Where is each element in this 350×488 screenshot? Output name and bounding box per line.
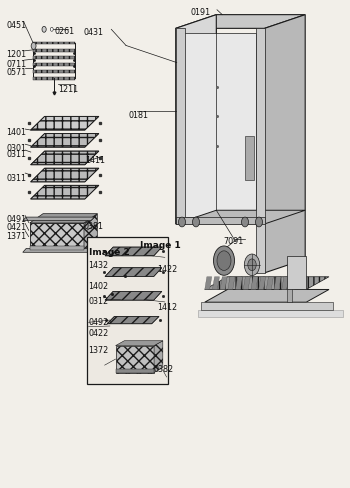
Bar [87, 237, 168, 385]
Circle shape [31, 43, 36, 50]
Polygon shape [205, 277, 212, 290]
Polygon shape [31, 117, 99, 131]
Text: 1371: 1371 [6, 231, 27, 240]
Text: 0382: 0382 [153, 364, 174, 373]
Text: 0311: 0311 [6, 173, 26, 182]
Polygon shape [30, 246, 84, 250]
Polygon shape [116, 341, 163, 346]
Text: 7091: 7091 [223, 236, 244, 245]
Polygon shape [33, 78, 75, 81]
Circle shape [244, 255, 260, 276]
Polygon shape [30, 214, 97, 224]
Polygon shape [33, 49, 75, 52]
Text: 0381: 0381 [83, 222, 103, 231]
Polygon shape [31, 134, 99, 148]
Text: 1411: 1411 [85, 156, 105, 165]
Text: 1432: 1432 [88, 261, 108, 269]
Circle shape [217, 251, 231, 271]
Polygon shape [33, 42, 75, 45]
Text: 0492: 0492 [88, 317, 108, 326]
Text: 0422: 0422 [88, 328, 108, 337]
Polygon shape [265, 16, 305, 273]
Text: 1201: 1201 [6, 50, 27, 59]
Text: 0711: 0711 [6, 60, 27, 68]
Polygon shape [105, 247, 162, 256]
Polygon shape [259, 277, 266, 290]
Text: 1211: 1211 [58, 85, 78, 94]
Polygon shape [220, 277, 227, 290]
Polygon shape [274, 277, 281, 290]
Polygon shape [116, 346, 154, 373]
Text: 0191: 0191 [191, 8, 211, 17]
Polygon shape [198, 310, 343, 317]
Polygon shape [116, 369, 154, 373]
Polygon shape [205, 290, 329, 303]
Circle shape [178, 218, 186, 227]
Polygon shape [31, 152, 99, 165]
Text: 1422: 1422 [158, 264, 178, 273]
Polygon shape [176, 16, 305, 29]
Polygon shape [23, 218, 94, 221]
Polygon shape [176, 16, 216, 224]
Circle shape [241, 218, 248, 227]
Polygon shape [84, 214, 97, 250]
Polygon shape [31, 169, 99, 183]
Polygon shape [181, 34, 256, 217]
Polygon shape [287, 290, 292, 303]
Text: 0301: 0301 [6, 143, 26, 152]
Polygon shape [256, 29, 265, 273]
Polygon shape [33, 57, 75, 60]
Polygon shape [266, 277, 273, 290]
Polygon shape [107, 317, 159, 324]
Polygon shape [201, 303, 332, 310]
Polygon shape [176, 29, 185, 224]
Circle shape [42, 27, 46, 33]
Polygon shape [176, 217, 265, 224]
Circle shape [50, 28, 53, 32]
Text: 0431: 0431 [84, 28, 104, 37]
Polygon shape [205, 277, 329, 290]
Polygon shape [154, 341, 163, 373]
Polygon shape [236, 277, 243, 290]
Polygon shape [287, 256, 306, 290]
Text: 0261: 0261 [54, 27, 74, 36]
Polygon shape [23, 249, 94, 253]
Text: 0571: 0571 [6, 68, 27, 77]
Text: Image 2: Image 2 [89, 247, 130, 256]
Polygon shape [105, 292, 162, 301]
Circle shape [193, 218, 200, 227]
Text: Image 1: Image 1 [140, 240, 181, 249]
Text: 1372: 1372 [88, 346, 108, 354]
Polygon shape [243, 277, 250, 290]
Circle shape [256, 218, 262, 227]
Polygon shape [245, 137, 254, 181]
Polygon shape [33, 63, 75, 66]
Text: 0421: 0421 [6, 223, 27, 232]
Text: 1412: 1412 [158, 302, 177, 311]
Polygon shape [228, 277, 235, 290]
Polygon shape [212, 277, 219, 290]
Polygon shape [33, 71, 75, 74]
Polygon shape [31, 186, 99, 200]
Text: 0451: 0451 [6, 20, 27, 29]
Polygon shape [282, 277, 289, 290]
Circle shape [248, 260, 256, 271]
Text: 1401: 1401 [6, 128, 26, 137]
Polygon shape [176, 211, 305, 224]
Text: 0311: 0311 [6, 150, 26, 159]
Text: 0181: 0181 [128, 111, 148, 120]
Polygon shape [30, 224, 84, 250]
Polygon shape [105, 268, 162, 277]
Text: 0312: 0312 [88, 297, 108, 305]
Text: 0491: 0491 [6, 215, 27, 224]
Polygon shape [251, 277, 258, 290]
Text: 1402: 1402 [88, 281, 108, 290]
Circle shape [214, 246, 235, 276]
Polygon shape [289, 277, 296, 290]
